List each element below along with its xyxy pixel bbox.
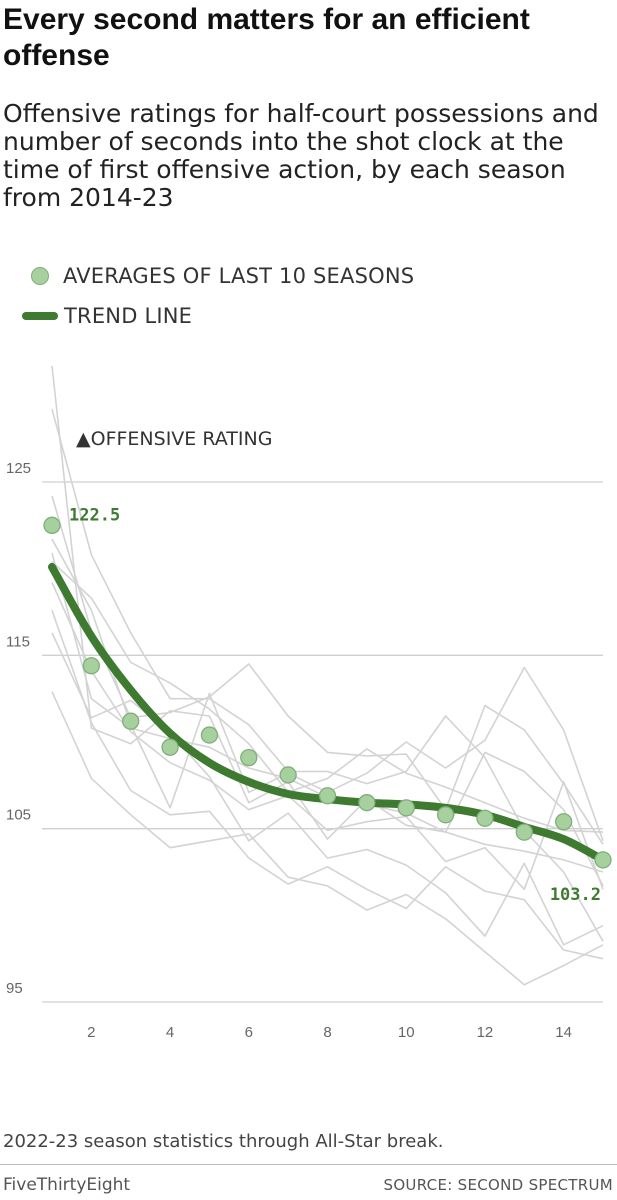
season-line-season-7: [51, 582, 604, 891]
average-dot-4: [161, 738, 179, 756]
x-tick-label-6: 6: [245, 1024, 253, 1041]
brand-name: FiveThirtyEight: [3, 1175, 131, 1195]
average-dot-13: [515, 823, 533, 841]
footer-divider: [0, 1164, 617, 1165]
legend-item-averages: AVERAGES OF LAST 10 SEASONS: [22, 256, 414, 296]
legend: AVERAGES OF LAST 10 SEASONS TREND LINE: [22, 256, 414, 336]
average-dot-10: [397, 799, 415, 817]
season-lines: [51, 365, 604, 986]
season-line-season-10: [51, 691, 604, 986]
season-line-season-3: [51, 495, 604, 845]
chart-title: Every second matters for an efficient of…: [3, 3, 530, 72]
season-line-season-6: [51, 561, 604, 833]
average-dot-7: [279, 766, 297, 784]
source-credit: SOURCE: SECOND SPECTRUM: [383, 1176, 613, 1194]
y-tick-label-95: 95: [6, 980, 23, 997]
y-tick-label-115: 115: [6, 633, 30, 650]
average-dot-12: [476, 809, 494, 827]
grid-lines: [42, 481, 603, 1003]
legend-label-trend: TREND LINE: [64, 304, 193, 328]
x-tick-label-4: 4: [166, 1024, 174, 1041]
average-dot-6: [240, 748, 258, 767]
average-dot-15: [594, 851, 612, 869]
offensive-rating-chart: 95 105 115 125 2 4 6 8 10 12 14 ▲OFFENSIVE RATING SE…: [6, 365, 612, 1060]
x-tick-label-8: 8: [323, 1024, 331, 1041]
average-dots: [43, 516, 612, 869]
data-label-first: 122.5: [69, 505, 120, 525]
x-tick-label-2: 2: [87, 1024, 95, 1041]
y-tick-label-125: 125: [6, 460, 31, 477]
season-line-season-1: [51, 365, 604, 887]
average-dot-8: [318, 787, 337, 805]
legend-item-trend: TREND LINE: [22, 296, 414, 336]
season-line-season-8: [51, 610, 604, 960]
y-tick-label-105: 105: [6, 807, 31, 824]
average-dot-14: [554, 813, 573, 831]
x-tick-label-10: 10: [398, 1024, 415, 1041]
average-dot-5: [200, 726, 219, 744]
footnote: 2022-23 season statistics through All-St…: [3, 1131, 444, 1152]
average-dot-2: [82, 657, 101, 675]
season-line-season-2: [51, 408, 604, 942]
x-tick-label-14: 14: [555, 1024, 572, 1041]
average-dot-9: [358, 794, 376, 812]
x-tick-label-12: 12: [477, 1024, 494, 1041]
average-dot-1: [43, 516, 61, 534]
legend-line-icon: [22, 312, 58, 320]
y-axis-label: ▲OFFENSIVE RATING: [76, 428, 272, 450]
data-label-last: 103.2: [550, 885, 601, 905]
legend-dot-icon: [31, 267, 49, 285]
legend-label-averages: AVERAGES OF LAST 10 SEASONS: [63, 264, 415, 288]
average-dot-11: [436, 806, 455, 824]
axis-labels: 95 105 115 125 2 4 6 8 10 12 14 ▲OFFENSIVE RATING SE…: [6, 428, 601, 1060]
chart-subtitle: Offensive ratings for half-court possess…: [3, 99, 599, 212]
average-dot-3: [122, 712, 140, 730]
